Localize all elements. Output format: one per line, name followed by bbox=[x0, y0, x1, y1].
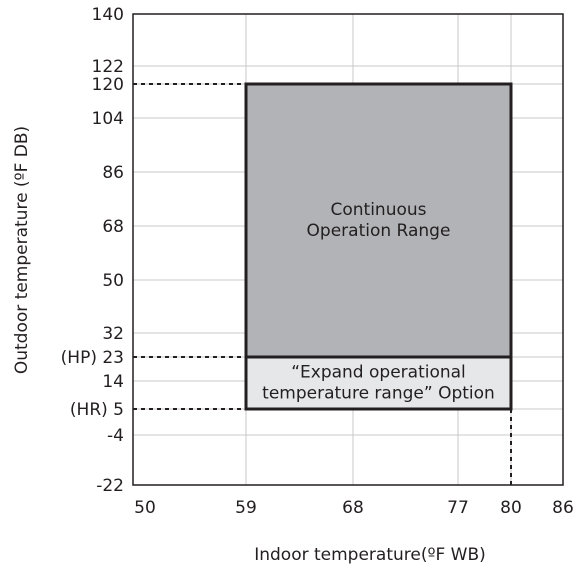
region-label: “Expand operational bbox=[291, 363, 466, 383]
y-tick-label: -22 bbox=[96, 476, 124, 496]
y-tick-label: 120 bbox=[92, 75, 124, 95]
y-tick-label: (HR) 5 bbox=[70, 400, 124, 420]
region-label: Operation Range bbox=[307, 221, 451, 241]
y-tick-label: 104 bbox=[92, 109, 124, 129]
region-label: temperature range” Option bbox=[262, 384, 495, 404]
y-tick-label: (HP) 23 bbox=[61, 348, 124, 368]
region-label: Continuous bbox=[330, 200, 426, 220]
y-tick-label: 122 bbox=[92, 57, 124, 77]
y-tick-label: 32 bbox=[102, 324, 124, 344]
y-tick-label: 14 bbox=[102, 372, 124, 392]
x-tick-label: 50 bbox=[134, 498, 156, 518]
plot-frame bbox=[132, 13, 564, 486]
x-tick-label: 77 bbox=[447, 498, 469, 518]
x-tick-label: 80 bbox=[500, 498, 522, 518]
x-axis-title: Indoor temperature(ºF WB) bbox=[254, 545, 486, 565]
y-tick-label: 86 bbox=[102, 163, 124, 183]
y-axis-title: Outdoor temperature (ºF DB) bbox=[12, 126, 32, 374]
y-tick-label: -4 bbox=[107, 426, 124, 446]
y-tick-label: 68 bbox=[102, 217, 124, 237]
operation-range bbox=[244, 355, 513, 411]
x-tick-label: 68 bbox=[342, 498, 364, 518]
y-tick-label: 50 bbox=[102, 271, 124, 291]
x-tick-label: 59 bbox=[235, 498, 257, 518]
operation-range bbox=[244, 82, 513, 359]
x-tick-label: 86 bbox=[552, 498, 574, 518]
y-tick-label: 140 bbox=[92, 5, 124, 25]
